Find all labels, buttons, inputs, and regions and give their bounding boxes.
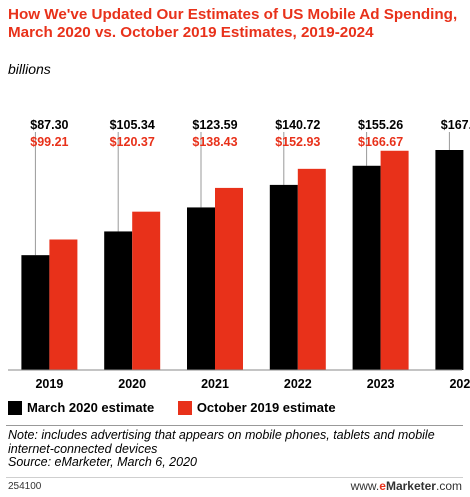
bar-march-2020-2019 — [21, 255, 50, 370]
bar-march-2020-2021 — [187, 207, 215, 370]
value-label-march-2020-2024: $167.25 — [441, 118, 470, 132]
note-text: Note: includes advertising that appears … — [8, 428, 435, 456]
value-label-march-2020-2023: $155.26 — [358, 118, 403, 132]
bar-march-2020-2022 — [269, 184, 298, 370]
category-label-2019: 2019 — [35, 377, 63, 391]
legend-swatch-march-2020 — [8, 400, 22, 415]
bar-october-2019-2021 — [215, 187, 243, 370]
category-label-2022: 2022 — [284, 377, 312, 391]
value-label-october-2019-2022: $152.93 — [275, 135, 320, 149]
legend-item-march-2020: March 2020 estimate — [8, 400, 154, 415]
value-label-october-2019-2020: $120.37 — [110, 135, 155, 149]
category-label-2020: 2020 — [118, 377, 146, 391]
chart-title: How We've Updated Our Estimates of US Mo… — [8, 6, 458, 41]
chart-subtitle: billions — [8, 61, 51, 77]
guide-lines — [34, 132, 450, 256]
legend: March 2020 estimate October 2019 estimat… — [8, 400, 356, 418]
bar-october-2019-2020 — [132, 211, 161, 370]
legend-swatch-october-2019 — [177, 400, 192, 415]
chart-note: Note: includes advertising that appears … — [8, 428, 463, 470]
brand-prefix: www. — [350, 479, 380, 493]
value-label-october-2019-2023: $166.67 — [358, 135, 403, 149]
value-label-october-2019-2021: $138.43 — [192, 135, 237, 149]
legend-item-october-2019: October 2019 estimate — [177, 400, 336, 415]
brand-e: e — [379, 479, 386, 493]
value-label-march-2020-2021: $123.59 — [192, 118, 237, 132]
value-label-march-2020-2019: $87.30 — [30, 118, 68, 132]
value-label-october-2019-2019: $99.21 — [30, 135, 68, 149]
brand-link[interactable]: www.eMarketer.com — [351, 479, 462, 493]
value-label-march-2020-2022: $140.72 — [275, 118, 320, 132]
source-text: Source: eMarketer, March 6, 2020 — [8, 455, 197, 469]
bar-chart: $87.30 $99.21 $105.34 $120.37 $123.59 $138.43… — [8, 118, 470, 391]
category-label-2023: 2023 — [367, 377, 395, 391]
bar-october-2019-2019 — [49, 239, 78, 370]
bar-march-2020-2024 — [435, 150, 464, 370]
bar-march-2020-2023 — [352, 165, 381, 370]
bar-october-2019-2022 — [297, 168, 326, 370]
footer-divider — [6, 477, 463, 478]
legend-label-october-2019: October 2019 estimate — [196, 400, 336, 415]
legend-label-march-2020: March 2020 estimate — [27, 400, 155, 415]
note-divider — [6, 425, 463, 426]
category-label-2024: 2024 — [449, 377, 470, 391]
value-labels: $87.30 $99.21 $105.34 $120.37 $123.59 $138.43… — [30, 118, 470, 149]
chart-id: 254100 — [8, 481, 42, 492]
bar-march-2020-2020 — [104, 231, 133, 370]
category-label-2021: 2021 — [201, 377, 229, 391]
bars — [21, 150, 464, 370]
brand-name: Marketer — [385, 479, 436, 493]
bar-october-2019-2023 — [380, 150, 409, 370]
category-labels: 2019 2020 2021 2022 2023 2024 — [35, 377, 470, 391]
value-label-march-2020-2020: $105.34 — [110, 118, 155, 132]
brand-suffix: .com — [435, 479, 462, 493]
